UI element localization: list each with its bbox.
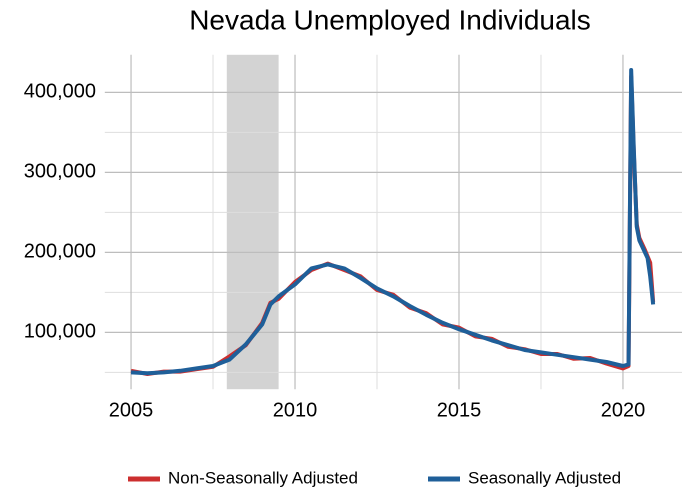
legend-label: Seasonally Adjusted — [468, 468, 621, 487]
y-tick-label: 400,000 — [24, 81, 96, 103]
series-line — [130, 74, 656, 376]
x-tick-label: 2015 — [437, 399, 482, 421]
legend-label: Non-Seasonally Adjusted — [168, 468, 358, 487]
y-tick-label: 300,000 — [24, 161, 96, 183]
x-tick-label: 2020 — [601, 399, 646, 421]
y-tick-label: 100,000 — [24, 321, 96, 343]
x-tick-label: 2005 — [109, 399, 154, 421]
chart-title: Nevada Unemployed Individuals — [189, 4, 591, 35]
y-tick-label: 200,000 — [24, 241, 96, 263]
series-line — [130, 68, 656, 376]
x-tick-label: 2010 — [273, 399, 318, 421]
